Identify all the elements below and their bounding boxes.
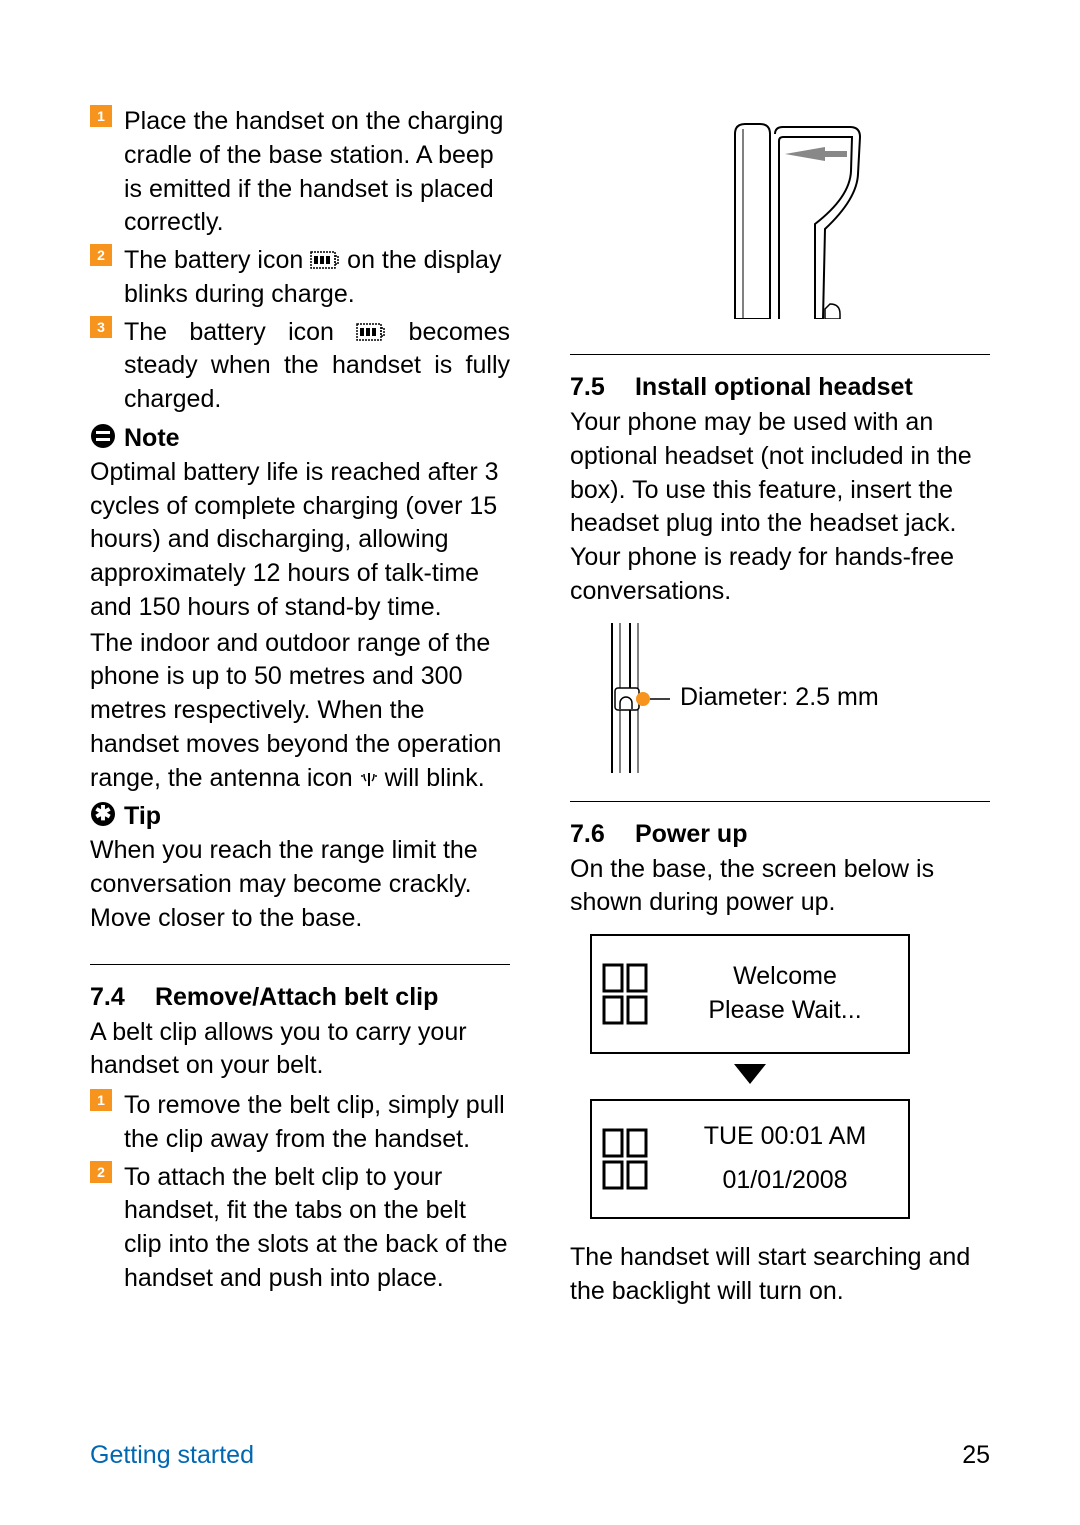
section-title: Remove/Attach belt clip bbox=[155, 983, 438, 1011]
footer-section-name: Getting started bbox=[90, 1441, 254, 1470]
beltclip-step-2: 2 To attach the belt clip to your handse… bbox=[90, 1161, 510, 1296]
welcome-screen: Welcome Please Wait... bbox=[590, 934, 910, 1054]
tip-callout: ✱ Tip bbox=[90, 801, 510, 832]
beltclip-step-1: 1 To remove the belt clip, simply pull t… bbox=[90, 1089, 510, 1157]
section-7-5-heading: 7.5 Install optional headset bbox=[570, 373, 990, 402]
note-body: Optimal battery life is reached after 3 … bbox=[90, 456, 510, 625]
section-7-6-after: The handset will start searching and the… bbox=[570, 1241, 990, 1309]
section-7-5-body: Your phone may be used with an optional … bbox=[570, 406, 990, 609]
welcome-line1: Welcome bbox=[662, 960, 908, 994]
step-number: 2 bbox=[90, 1161, 112, 1183]
section-7-6-heading: 7.6 Power up bbox=[570, 820, 990, 849]
datetime-line2: 01/01/2008 bbox=[662, 1164, 908, 1198]
antenna-icon bbox=[360, 770, 378, 788]
screen-text: Welcome Please Wait... bbox=[662, 960, 908, 1028]
note-callout: Note bbox=[90, 423, 510, 454]
divider bbox=[570, 354, 990, 355]
step-number-badge: 1 bbox=[90, 1089, 124, 1157]
divider bbox=[90, 964, 510, 965]
columns: 1 Place the handset on the charging crad… bbox=[90, 105, 990, 1309]
datetime-line1: TUE 00:01 AM bbox=[662, 1120, 908, 1154]
range-text-b: will blink. bbox=[385, 764, 485, 792]
section-title: Power up bbox=[635, 820, 748, 848]
section-7-6-intro: On the base, the screen below is shown d… bbox=[570, 853, 990, 921]
tip-icon: ✱ bbox=[90, 801, 124, 832]
note-label: Note bbox=[124, 424, 180, 453]
section-title: Install optional headset bbox=[635, 373, 913, 401]
step-text: To attach the belt clip to your handset,… bbox=[124, 1161, 510, 1296]
headset-jack-figure: Diameter: 2.5 mm bbox=[570, 623, 990, 773]
step-number-badge: 3 bbox=[90, 316, 124, 417]
signal-bars-icon bbox=[592, 959, 662, 1029]
tip-label: Tip bbox=[124, 802, 161, 831]
page-footer: Getting started 25 bbox=[90, 1441, 990, 1470]
battery-icon bbox=[310, 251, 340, 271]
step-number: 3 bbox=[90, 316, 112, 338]
step-number-badge: 2 bbox=[90, 244, 124, 312]
datetime-screen: TUE 00:01 AM 01/01/2008 bbox=[590, 1099, 910, 1219]
step-number: 1 bbox=[90, 105, 112, 127]
tip-body: When you reach the range limit the conve… bbox=[90, 834, 510, 935]
section-number: 7.4 bbox=[90, 983, 148, 1012]
step-text: The battery icon becomes steady when the… bbox=[124, 316, 510, 417]
step-number: 1 bbox=[90, 1089, 112, 1111]
note-icon bbox=[90, 423, 124, 454]
screen-text: TUE 00:01 AM 01/01/2008 bbox=[662, 1120, 908, 1198]
arrow-down-icon bbox=[590, 1060, 910, 1093]
section-7-4-heading: 7.4 Remove/Attach belt clip bbox=[90, 983, 510, 1012]
step-number: 2 bbox=[90, 244, 112, 266]
charging-step-1: 1 Place the handset on the charging crad… bbox=[90, 105, 510, 240]
divider bbox=[570, 801, 990, 802]
svg-text:✱: ✱ bbox=[95, 803, 112, 825]
step-text: Place the handset on the charging cradle… bbox=[124, 105, 510, 240]
step-number-badge: 2 bbox=[90, 1161, 124, 1296]
left-column: 1 Place the handset on the charging crad… bbox=[90, 105, 510, 1309]
manual-page: 1 Place the handset on the charging crad… bbox=[0, 0, 1080, 1525]
section-7-4-intro: A belt clip allows you to carry your han… bbox=[90, 1016, 510, 1084]
right-column: 7.5 Install optional headset Your phone … bbox=[570, 105, 990, 1309]
section-number: 7.6 bbox=[570, 820, 628, 849]
footer-page-number: 25 bbox=[962, 1441, 990, 1470]
step-number-badge: 1 bbox=[90, 105, 124, 240]
diameter-label: Diameter: 2.5 mm bbox=[680, 683, 879, 712]
text-before-icon: The battery icon bbox=[124, 318, 356, 346]
text-before-icon: The battery icon bbox=[124, 246, 310, 274]
range-body: The indoor and outdoor range of the phon… bbox=[90, 627, 510, 796]
beltclip-figure bbox=[570, 119, 990, 324]
powerup-figure: Welcome Please Wait... bbox=[590, 934, 990, 1219]
welcome-line2: Please Wait... bbox=[662, 994, 908, 1028]
charging-step-3: 3 The battery icon becomes steady when t… bbox=[90, 316, 510, 417]
section-number: 7.5 bbox=[570, 373, 628, 402]
charging-step-2: 2 The battery icon on the display blinks… bbox=[90, 244, 510, 312]
step-text: To remove the belt clip, simply pull the… bbox=[124, 1089, 510, 1157]
battery-icon bbox=[356, 323, 386, 343]
step-text: The battery icon on the display blinks d… bbox=[124, 244, 510, 312]
signal-bars-icon bbox=[592, 1124, 662, 1194]
